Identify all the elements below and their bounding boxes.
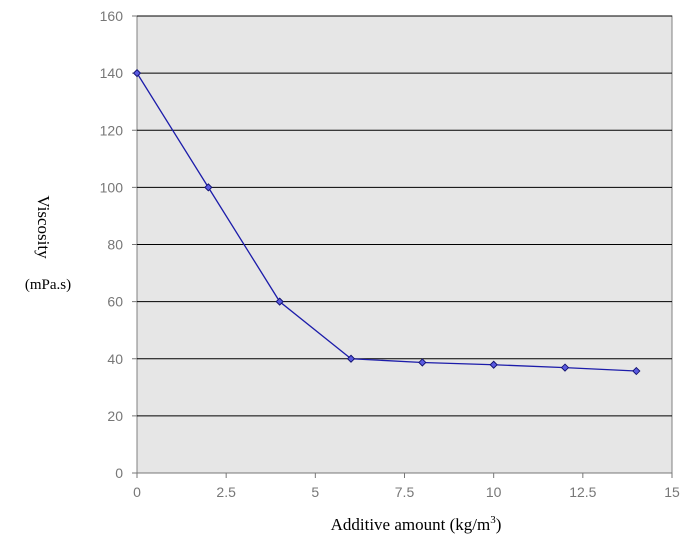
x-tick-label: 5 <box>311 484 319 500</box>
markers <box>132 68 641 376</box>
x-axis-title-main: Additive amount (kg/m <box>331 515 491 534</box>
y-tick-labels: 0 20 40 60 80 100 120 140 160 <box>100 8 124 481</box>
data-point-marker <box>632 366 641 376</box>
data-point-marker <box>560 363 570 372</box>
y-tick-label: 140 <box>100 65 124 81</box>
data-point-marker <box>204 183 213 192</box>
data-point-marker <box>275 297 284 306</box>
y-tick-label: 160 <box>100 8 124 24</box>
x-axis-title-tail: ) <box>496 515 502 534</box>
x-tick-label: 2.5 <box>216 484 236 500</box>
x-axis-title-superscript: 3 <box>490 514 496 526</box>
x-tick-label: 12.5 <box>569 484 596 500</box>
y-tick-label: 20 <box>107 408 123 424</box>
data-point-marker <box>132 68 142 78</box>
y-tick-label: 100 <box>100 179 124 195</box>
y-axis-title: Viscosity <box>34 195 53 259</box>
data-point-marker <box>346 354 356 363</box>
gridlines <box>132 15 673 478</box>
y-tick-label: 0 <box>115 465 123 481</box>
y-axis-unit: (mPa.s) <box>25 277 71 293</box>
x-tick-labels: 0 2.5 5 7.5 10 12.5 15 <box>133 484 680 500</box>
y-tick-label: 40 <box>107 351 123 367</box>
y-tick-label: 80 <box>107 237 123 253</box>
data-point-marker <box>489 360 498 369</box>
x-tick-label: 15 <box>664 484 680 500</box>
series-line-layer <box>136 72 637 372</box>
x-axis-title: Additive amount (kg/m3) <box>331 514 502 534</box>
data-point-marker <box>418 358 427 367</box>
x-tick-label: 10 <box>486 484 502 500</box>
y-tick-label: 120 <box>100 122 124 138</box>
x-tick-label: 7.5 <box>395 484 415 500</box>
series-line <box>136 72 637 372</box>
x-tick-label: 0 <box>133 484 141 500</box>
y-tick-label: 60 <box>107 294 123 310</box>
